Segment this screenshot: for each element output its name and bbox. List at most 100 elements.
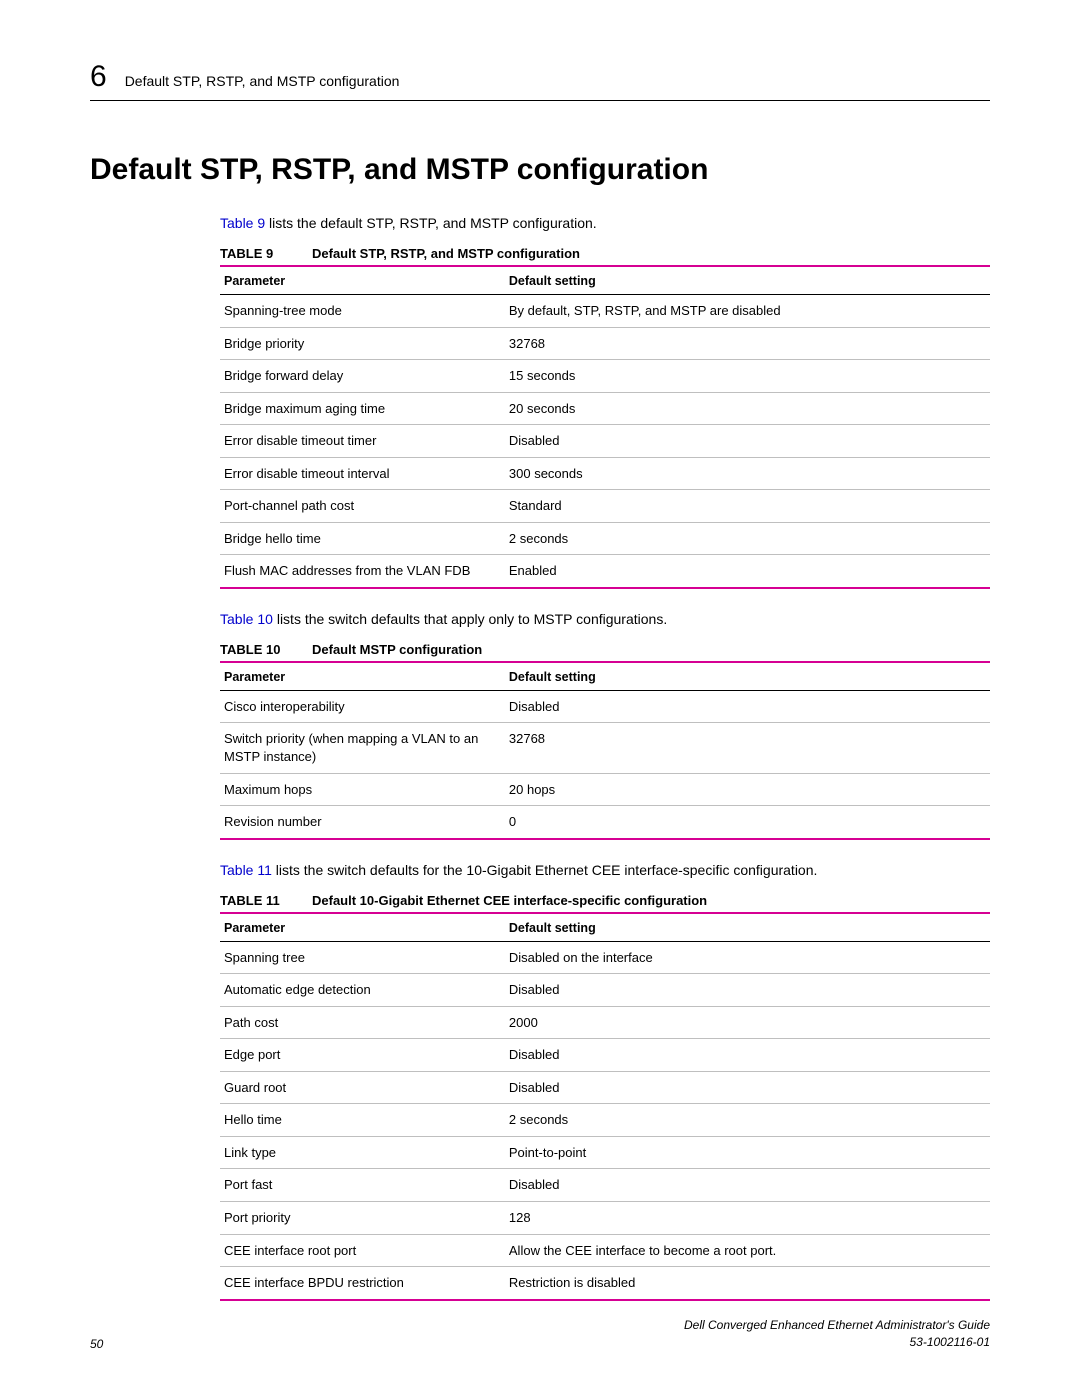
table11-col2: Default setting (505, 914, 990, 942)
footer-right: Dell Converged Enhanced Ethernet Adminis… (684, 1317, 990, 1351)
table11-number: TABLE 11 (220, 893, 312, 908)
table-cell: Bridge hello time (220, 522, 505, 555)
table-cell: Enabled (505, 555, 990, 588)
table-cell: Spanning tree (220, 941, 505, 974)
page-number: 50 (90, 1337, 103, 1351)
table-row: Error disable timeout interval300 second… (220, 457, 990, 490)
table-cell: Point-to-point (505, 1136, 990, 1169)
table10-col1: Parameter (220, 663, 505, 691)
table-row: Spanning treeDisabled on the interface (220, 941, 990, 974)
table9-body: Spanning-tree modeBy default, STP, RSTP,… (220, 295, 990, 588)
table9-number: TABLE 9 (220, 246, 312, 261)
table-row: Port-channel path costStandard (220, 490, 990, 523)
table-row: Switch priority (when mapping a VLAN to … (220, 723, 990, 773)
link-table10[interactable]: Table 10 (220, 611, 273, 627)
page-footer: 50 Dell Converged Enhanced Ethernet Admi… (90, 1317, 990, 1351)
table-cell: Guard root (220, 1071, 505, 1104)
table-cell: Cisco interoperability (220, 690, 505, 723)
table-row: Bridge maximum aging time20 seconds (220, 392, 990, 425)
table-row: Revision number0 (220, 806, 990, 839)
table-row: Flush MAC addresses from the VLAN FDBEna… (220, 555, 990, 588)
table-cell: 20 hops (505, 773, 990, 806)
table10-title: Default MSTP configuration (312, 642, 482, 657)
table-row: Edge portDisabled (220, 1039, 990, 1072)
table-row: Port priority128 (220, 1202, 990, 1235)
table10-body: Cisco interoperabilityDisabledSwitch pri… (220, 690, 990, 838)
table-row: Guard rootDisabled (220, 1071, 990, 1104)
table11-body: Spanning treeDisabled on the interfaceAu… (220, 941, 990, 1300)
table-cell: 0 (505, 806, 990, 839)
table-cell: Automatic edge detection (220, 974, 505, 1007)
table-cell: Revision number (220, 806, 505, 839)
table-cell: 15 seconds (505, 360, 990, 393)
table9-col1: Parameter (220, 267, 505, 295)
table-row: Hello time2 seconds (220, 1104, 990, 1137)
intro-table9-text: lists the default STP, RSTP, and MSTP co… (265, 215, 597, 231)
table-cell: Spanning-tree mode (220, 295, 505, 328)
table-cell: Disabled (505, 1039, 990, 1072)
footer-docnum: 53-1002116-01 (909, 1335, 990, 1349)
table11: Parameter Default setting Spanning treeD… (220, 914, 990, 1301)
running-header: 6 Default STP, RSTP, and MSTP configurat… (90, 60, 990, 101)
table-cell: Bridge maximum aging time (220, 392, 505, 425)
table-cell: Switch priority (when mapping a VLAN to … (220, 723, 505, 773)
table-cell: Path cost (220, 1006, 505, 1039)
table-cell: 128 (505, 1202, 990, 1235)
table-cell: Port fast (220, 1169, 505, 1202)
table10-number: TABLE 10 (220, 642, 312, 657)
table-cell: Disabled on the interface (505, 941, 990, 974)
table-cell: Disabled (505, 1169, 990, 1202)
table-row: Path cost2000 (220, 1006, 990, 1039)
table-cell: Error disable timeout timer (220, 425, 505, 458)
table-cell: Port-channel path cost (220, 490, 505, 523)
table-row: Bridge priority32768 (220, 327, 990, 360)
page: 6 Default STP, RSTP, and MSTP configurat… (0, 0, 1080, 1397)
page-title: Default STP, RSTP, and MSTP configuratio… (90, 153, 990, 187)
table-row: Port fastDisabled (220, 1169, 990, 1202)
intro-table9: Table 9 lists the default STP, RSTP, and… (220, 213, 990, 234)
table9-title: Default STP, RSTP, and MSTP configuratio… (312, 246, 580, 261)
table-cell: 32768 (505, 723, 990, 773)
link-table9[interactable]: Table 9 (220, 215, 265, 231)
table-cell: Maximum hops (220, 773, 505, 806)
table-cell: Port priority (220, 1202, 505, 1235)
chapter-number: 6 (90, 60, 107, 94)
table-cell: CEE interface BPDU restriction (220, 1267, 505, 1300)
table-cell: Restriction is disabled (505, 1267, 990, 1300)
table9-col2: Default setting (505, 267, 990, 295)
table-cell: Edge port (220, 1039, 505, 1072)
table-cell: Flush MAC addresses from the VLAN FDB (220, 555, 505, 588)
table-row: CEE interface BPDU restrictionRestrictio… (220, 1267, 990, 1300)
table-cell: Link type (220, 1136, 505, 1169)
table11-title: Default 10-Gigabit Ethernet CEE interfac… (312, 893, 707, 908)
table10-caption: TABLE 10 Default MSTP configuration (220, 642, 990, 663)
table-cell: Disabled (505, 425, 990, 458)
intro-table11-text: lists the switch defaults for the 10-Gig… (272, 862, 818, 878)
table-row: Bridge hello time2 seconds (220, 522, 990, 555)
table-cell: Disabled (505, 1071, 990, 1104)
table-row: Bridge forward delay15 seconds (220, 360, 990, 393)
table-cell: Disabled (505, 690, 990, 723)
table10-col2: Default setting (505, 663, 990, 691)
link-table11[interactable]: Table 11 (220, 862, 272, 878)
table-row: Error disable timeout timerDisabled (220, 425, 990, 458)
footer-book: Dell Converged Enhanced Ethernet Adminis… (684, 1318, 990, 1332)
content-body: Table 9 lists the default STP, RSTP, and… (220, 213, 990, 1301)
table10: Parameter Default setting Cisco interope… (220, 663, 990, 840)
table9: Parameter Default setting Spanning-tree … (220, 267, 990, 589)
table-cell: 2 seconds (505, 1104, 990, 1137)
intro-table11: Table 11 lists the switch defaults for t… (220, 860, 990, 881)
table11-col1: Parameter (220, 914, 505, 942)
intro-table10: Table 10 lists the switch defaults that … (220, 609, 990, 630)
table-cell: 2 seconds (505, 522, 990, 555)
table-cell: Bridge forward delay (220, 360, 505, 393)
table-cell: By default, STP, RSTP, and MSTP are disa… (505, 295, 990, 328)
table-cell: Error disable timeout interval (220, 457, 505, 490)
table-row: Spanning-tree modeBy default, STP, RSTP,… (220, 295, 990, 328)
intro-table10-text: lists the switch defaults that apply onl… (273, 611, 667, 627)
table-cell: 20 seconds (505, 392, 990, 425)
table-row: Cisco interoperabilityDisabled (220, 690, 990, 723)
table9-caption: TABLE 9 Default STP, RSTP, and MSTP conf… (220, 246, 990, 267)
table-cell: CEE interface root port (220, 1234, 505, 1267)
table-cell: 300 seconds (505, 457, 990, 490)
